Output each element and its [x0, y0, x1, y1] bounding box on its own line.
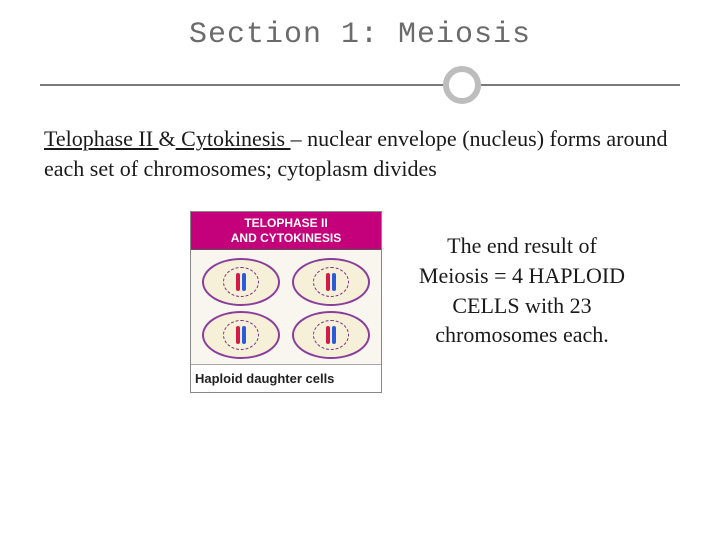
figure-header-line2: AND CYTOKINESIS	[193, 231, 379, 245]
chromosome-icon	[242, 273, 246, 291]
nucleus-icon	[313, 320, 349, 350]
chromosome-icon	[332, 326, 336, 344]
chromosome-icon	[326, 273, 330, 291]
figure: TELOPHASE II AND CYTOKINESIS	[190, 211, 382, 393]
cell-membrane-icon	[292, 311, 370, 359]
chromosome-icon	[236, 273, 240, 291]
nucleus-icon	[313, 267, 349, 297]
figure-body	[191, 250, 381, 364]
title-divider	[40, 66, 680, 106]
chromosome-icon	[242, 326, 246, 344]
cell-membrane-icon	[202, 311, 280, 359]
figure-header: TELOPHASE II AND CYTOKINESIS	[191, 212, 381, 250]
haploid-cell	[287, 309, 375, 360]
cell-membrane-icon	[202, 258, 280, 306]
nucleus-icon	[223, 267, 259, 297]
cell-grid	[197, 256, 375, 360]
chromosome-icon	[326, 326, 330, 344]
haploid-cell	[197, 256, 285, 307]
result-text: The end result of Meiosis = 4 HAPLOID CE…	[412, 231, 632, 350]
figure-caption: Haploid daughter cells	[191, 364, 381, 392]
chromosome-icon	[236, 326, 240, 344]
body-paragraph: Telophase II & Cytokinesis – nuclear env…	[40, 124, 680, 183]
figure-header-line1: TELOPHASE II	[193, 216, 379, 230]
haploid-cell	[197, 309, 285, 360]
chromosome-icon	[332, 273, 336, 291]
term-cytokinesis: Cytokinesis	[176, 126, 291, 151]
term-telophase: Telophase II	[44, 126, 159, 151]
ampersand: &	[159, 126, 176, 151]
nucleus-icon	[223, 320, 259, 350]
divider-line	[40, 84, 680, 86]
divider-circle-icon	[443, 66, 481, 104]
slide-title: Section 1: Meiosis	[40, 18, 680, 52]
haploid-cell	[287, 256, 375, 307]
content-row: TELOPHASE II AND CYTOKINESIS	[40, 211, 680, 393]
cell-membrane-icon	[292, 258, 370, 306]
